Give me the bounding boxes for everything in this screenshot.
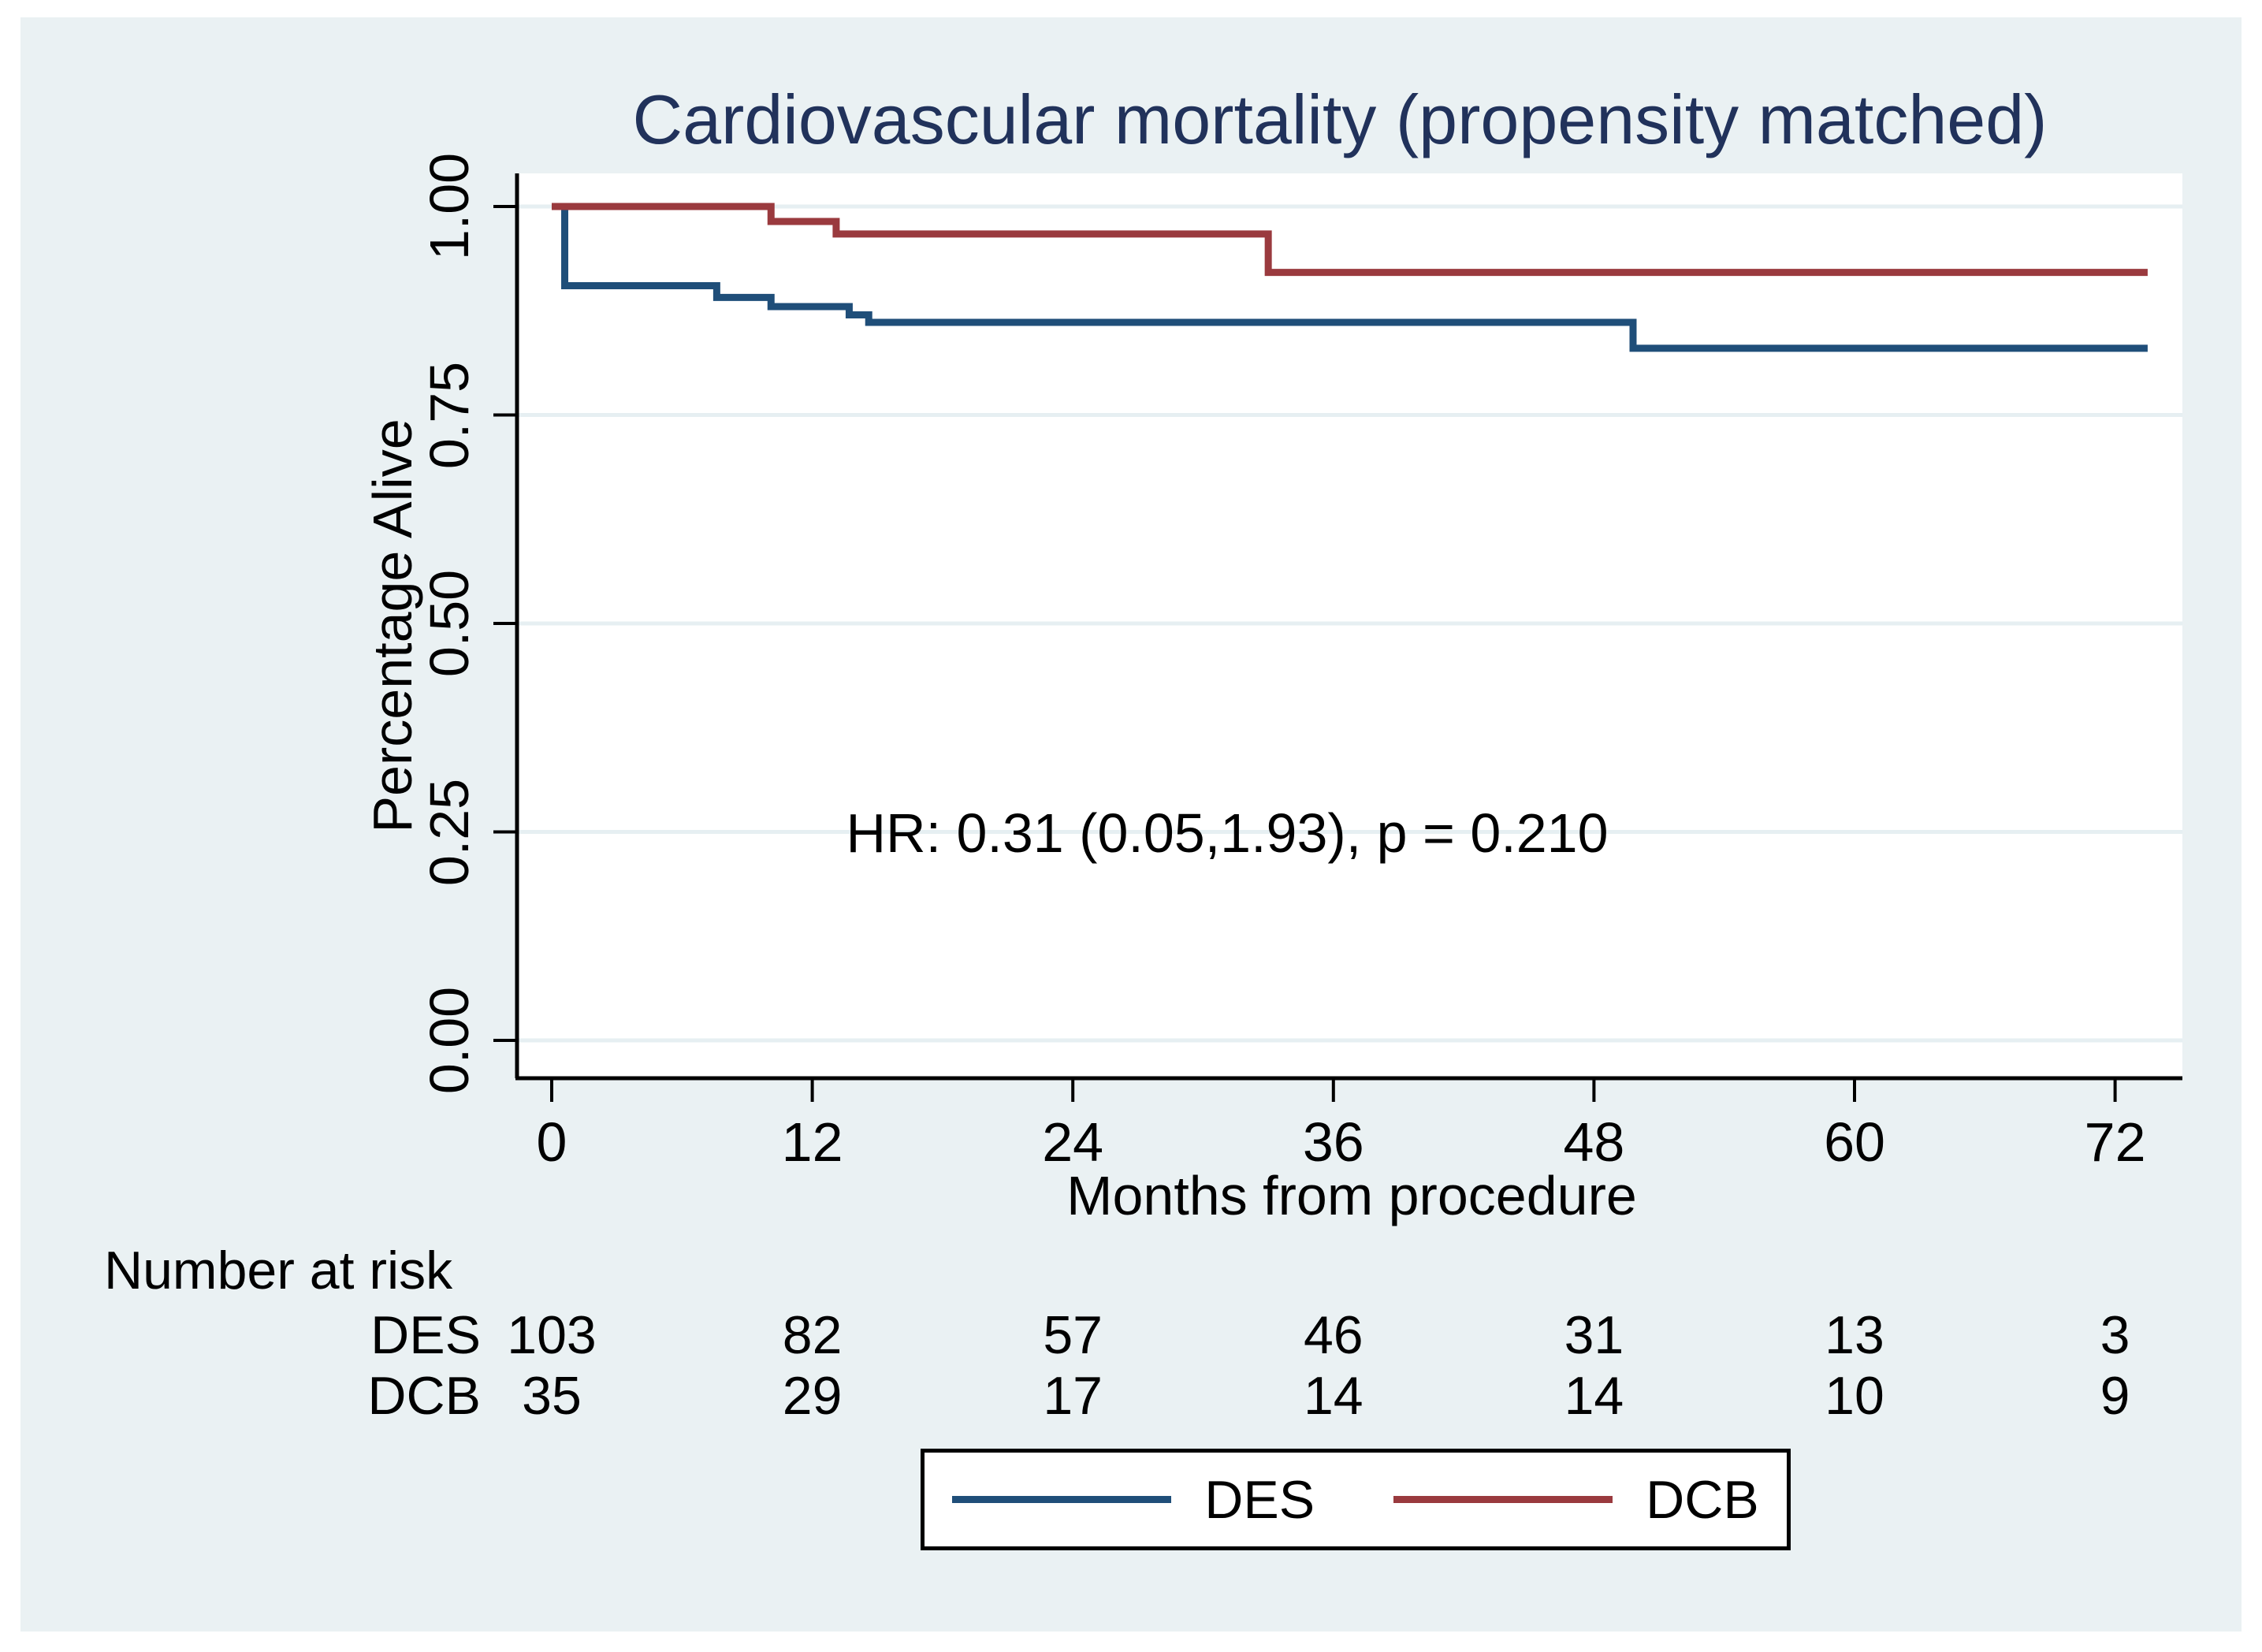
risk-row-label-dcb: DCB	[367, 1366, 481, 1426]
risk-value: 14	[1564, 1366, 1624, 1426]
risk-value: 46	[1303, 1305, 1364, 1365]
risk-value: 82	[782, 1305, 843, 1365]
x-tick-label-36: 36	[1302, 1111, 1364, 1173]
legend-line-dcb	[1393, 1496, 1613, 1503]
x-tick-label-72: 72	[2084, 1111, 2146, 1173]
y-tick-label-1.00: 1.00	[419, 152, 480, 261]
x-tick-label-12: 12	[781, 1111, 843, 1173]
x-tick-label-0: 0	[536, 1111, 567, 1173]
y-tick-label-0.00: 0.00	[419, 986, 480, 1095]
x-tick-label-48: 48	[1563, 1111, 1625, 1173]
risk-value: 57	[1043, 1305, 1103, 1365]
y-tick-label-0.25: 0.25	[419, 778, 480, 886]
hr-annotation: HR: 0.31 (0.05,1.93), p = 0.210	[846, 802, 1609, 864]
risk-value: 13	[1825, 1305, 1884, 1365]
legend: DES DCB	[921, 1449, 1791, 1550]
legend-label: DES	[1204, 1469, 1315, 1530]
y-tick-label-0.75: 0.75	[419, 361, 480, 469]
risk-value: 14	[1303, 1366, 1364, 1426]
risk-value: 31	[1564, 1305, 1624, 1365]
y-tick-label-0.50: 0.50	[419, 569, 480, 678]
legend-item-des: DES	[952, 1473, 1315, 1527]
x-tick-label-60: 60	[1824, 1111, 1885, 1173]
risk-value: 3	[2100, 1305, 2130, 1365]
x-axis-label: Months from procedure	[1066, 1165, 1637, 1226]
x-tick-label-24: 24	[1042, 1111, 1104, 1173]
risk-value: 29	[782, 1366, 843, 1426]
y-axis-label: Percentage Alive	[362, 419, 423, 833]
risk-value: 17	[1043, 1366, 1103, 1426]
risk-value: 103	[507, 1305, 597, 1365]
legend-line-des	[952, 1496, 1172, 1503]
chart-title: Cardiovascular mortality (propensity mat…	[632, 80, 2048, 158]
risk-value: 35	[522, 1366, 582, 1426]
curve-dcb	[552, 203, 2148, 277]
legend-label: DCB	[1646, 1469, 1759, 1530]
risk-value: 10	[1825, 1366, 1884, 1426]
risk-table-title: Number at risk	[104, 1241, 453, 1300]
curve-des	[552, 203, 2148, 352]
risk-row-label-des: DES	[370, 1305, 481, 1365]
legend-item-dcb: DCB	[1393, 1473, 1759, 1527]
risk-value: 9	[2100, 1366, 2130, 1426]
